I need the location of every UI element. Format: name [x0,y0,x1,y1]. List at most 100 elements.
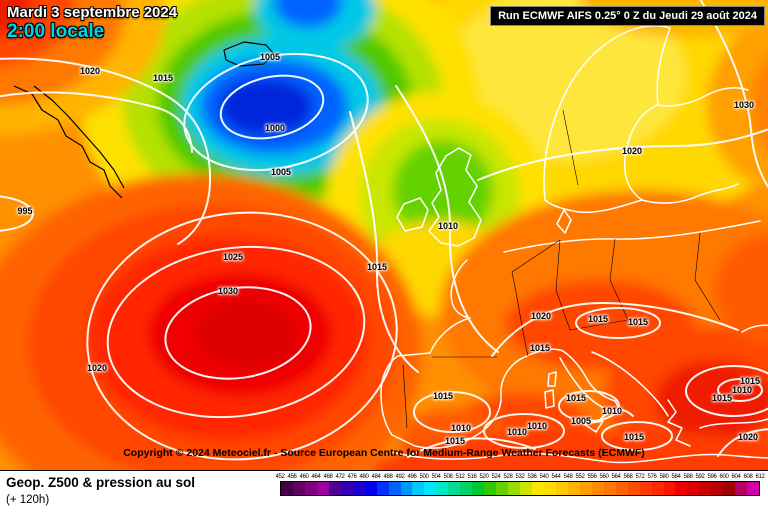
legend-value: 548 [563,474,573,480]
legend-value: 488 [383,474,393,480]
legend-cell [364,482,377,495]
legend-cell [328,482,341,495]
legend-value: 572 [635,474,645,480]
date-block: Mardi 3 septembre 2024 2:00 locale [7,4,177,43]
legend-value: 592 [695,474,705,480]
legend-value: 532 [515,474,525,480]
legend-cell [747,482,760,495]
legend-value: 596 [707,474,717,480]
legend-cell [639,482,652,495]
legend-colorbar [280,481,760,496]
legend-cell [292,482,305,495]
legend-cell [496,482,509,495]
legend-cell [436,482,449,495]
legend-cell [567,482,580,495]
legend-cell [472,482,485,495]
legend-cell [532,482,544,495]
legend-value: 612 [755,474,765,480]
legend-cell [711,482,724,495]
model-run-info: Run ECMWF AIFS 0.25° 0 Z du Jeudi 29 aoû… [490,6,765,26]
legend-value: 568 [623,474,633,480]
legend-cell [340,482,353,495]
legend-value: 460 [299,474,309,480]
legend-value: 464 [311,474,321,480]
copyright-notice: Copyright © 2024 Meteociel.fr - Source E… [123,447,645,459]
legend-value: 452 [275,474,285,480]
legend-value: 492 [395,474,405,480]
legend-value: 584 [671,474,681,480]
map-graphic [0,0,768,470]
forecast-date: Mardi 3 septembre 2024 [7,4,178,21]
legend-value: 576 [647,474,657,480]
legend-cell [555,482,568,495]
legend-value: 536 [527,474,537,480]
legend-value: 472 [335,474,345,480]
footer-bar: Geop. Z500 & pression au sol (+ 120h) 45… [0,470,768,512]
legend-value: 580 [659,474,669,480]
legend-cell [699,482,712,495]
legend-value: 512 [455,474,465,480]
legend-value: 520 [479,474,489,480]
legend-cell [281,482,293,495]
greenland-iceland-coast [13,41,275,199]
legend-cell [735,482,748,495]
legend-value: 552 [575,474,585,480]
legend-cell [400,482,413,495]
legend-value: 524 [491,474,501,480]
legend-value: 560 [599,474,609,480]
legend-value: 496 [407,474,417,480]
isobar-lines [0,0,768,461]
legend-cell [412,482,425,495]
legend-value: 604 [731,474,741,480]
legend-cell [591,482,604,495]
legend-value: 556 [587,474,597,480]
legend-value: 540 [539,474,549,480]
legend-cell [723,482,736,495]
legend-value: 516 [467,474,477,480]
legend-value: 504 [431,474,441,480]
chart-title: Geop. Z500 & pression au sol [6,475,196,490]
legend-cell [603,482,616,495]
z500-legend: 452 456 460 464 468 472 476 480 484 488 492 496 500 5… [274,474,766,496]
legend-cell [388,482,401,495]
legend-value: 600 [719,474,729,480]
legend-cell [424,482,437,495]
local-time: 2:00 locale [7,21,105,43]
legend-value: 480 [359,474,369,480]
legend-value: 508 [443,474,453,480]
legend-cell [651,482,664,495]
legend-cell [615,482,628,495]
legend-cell [520,482,533,495]
legend-cell [304,482,317,495]
legend-cell [376,482,389,495]
weather-map: 1020 1015 1005 1000 1005 995 1010 1015 1025 1030 1… [0,0,768,470]
z500-color-field [0,0,768,470]
legend-cell [460,482,473,495]
legend-value: 528 [503,474,513,480]
legend-value: 484 [371,474,381,480]
legend-value: 500 [419,474,429,480]
legend-cell [663,482,676,495]
legend-value: 564 [611,474,621,480]
legend-cell [316,482,329,495]
legend-value: 456 [287,474,297,480]
legend-cell [448,482,461,495]
forecast-lead-time: (+ 120h) [6,494,50,506]
legend-cell [687,482,700,495]
legend-cell [484,482,497,495]
legend-cell [579,482,592,495]
legend-value: 588 [683,474,693,480]
legend-value: 476 [347,474,357,480]
legend-values: 452 456 460 464 468 472 476 480 484 488 492 496 500 5… [274,474,766,480]
legend-cell [675,482,688,495]
country-borders [402,109,721,429]
legend-value: 544 [551,474,561,480]
legend-value: 468 [323,474,333,480]
legend-cell [627,482,640,495]
coastlines [380,25,768,464]
legend-value: 608 [743,474,753,480]
legend-cell [543,482,556,495]
legend-cell [508,482,521,495]
legend-cell [352,482,365,495]
